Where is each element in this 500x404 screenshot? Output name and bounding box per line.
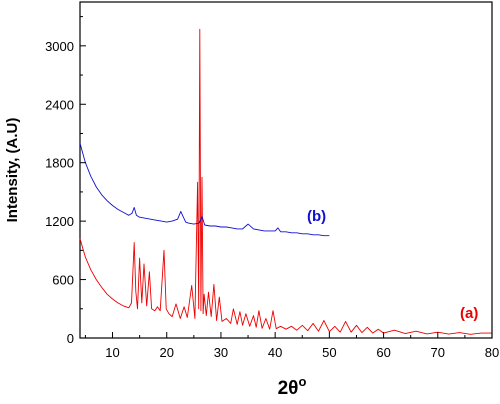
x-tick-label: 80 bbox=[485, 345, 499, 360]
x-axis-title-superscript: o bbox=[298, 374, 306, 389]
y-axis-title: Intensity, (A.U) bbox=[4, 118, 21, 223]
y-tick-label: 1200 bbox=[45, 214, 74, 229]
x-axis-title: 2θo bbox=[278, 374, 307, 399]
series-label-b: (b) bbox=[307, 208, 326, 225]
x-tick-label: 50 bbox=[322, 345, 336, 360]
y-tick-label: 1800 bbox=[45, 156, 74, 171]
x-tick-label: 60 bbox=[376, 345, 390, 360]
x-tick-label: 40 bbox=[268, 345, 282, 360]
plot-area bbox=[79, 1, 493, 339]
x-tick-label: 10 bbox=[105, 345, 119, 360]
x-tick-label: 30 bbox=[214, 345, 228, 360]
plot-frame bbox=[79, 1, 493, 339]
series-line-a bbox=[79, 28, 492, 335]
series-layer bbox=[79, 28, 492, 335]
y-tick-label: 600 bbox=[52, 273, 74, 288]
x-axis-ticks: 10 20 30 40 50 60 70 80 bbox=[84, 332, 499, 360]
x-tick-label: 20 bbox=[160, 345, 174, 360]
y-tick-label: 0 bbox=[67, 331, 74, 346]
x-tick-label: 70 bbox=[431, 345, 445, 360]
y-axis-ticks: 0 600 1200 1800 2400 3000 bbox=[45, 16, 86, 346]
series-label-a: (a) bbox=[460, 305, 478, 322]
y-tick-label: 3000 bbox=[45, 39, 74, 54]
y-tick-label: 2400 bbox=[45, 97, 74, 112]
series-line-b bbox=[79, 143, 330, 237]
x-axis-title-main: 2θ bbox=[278, 378, 299, 399]
